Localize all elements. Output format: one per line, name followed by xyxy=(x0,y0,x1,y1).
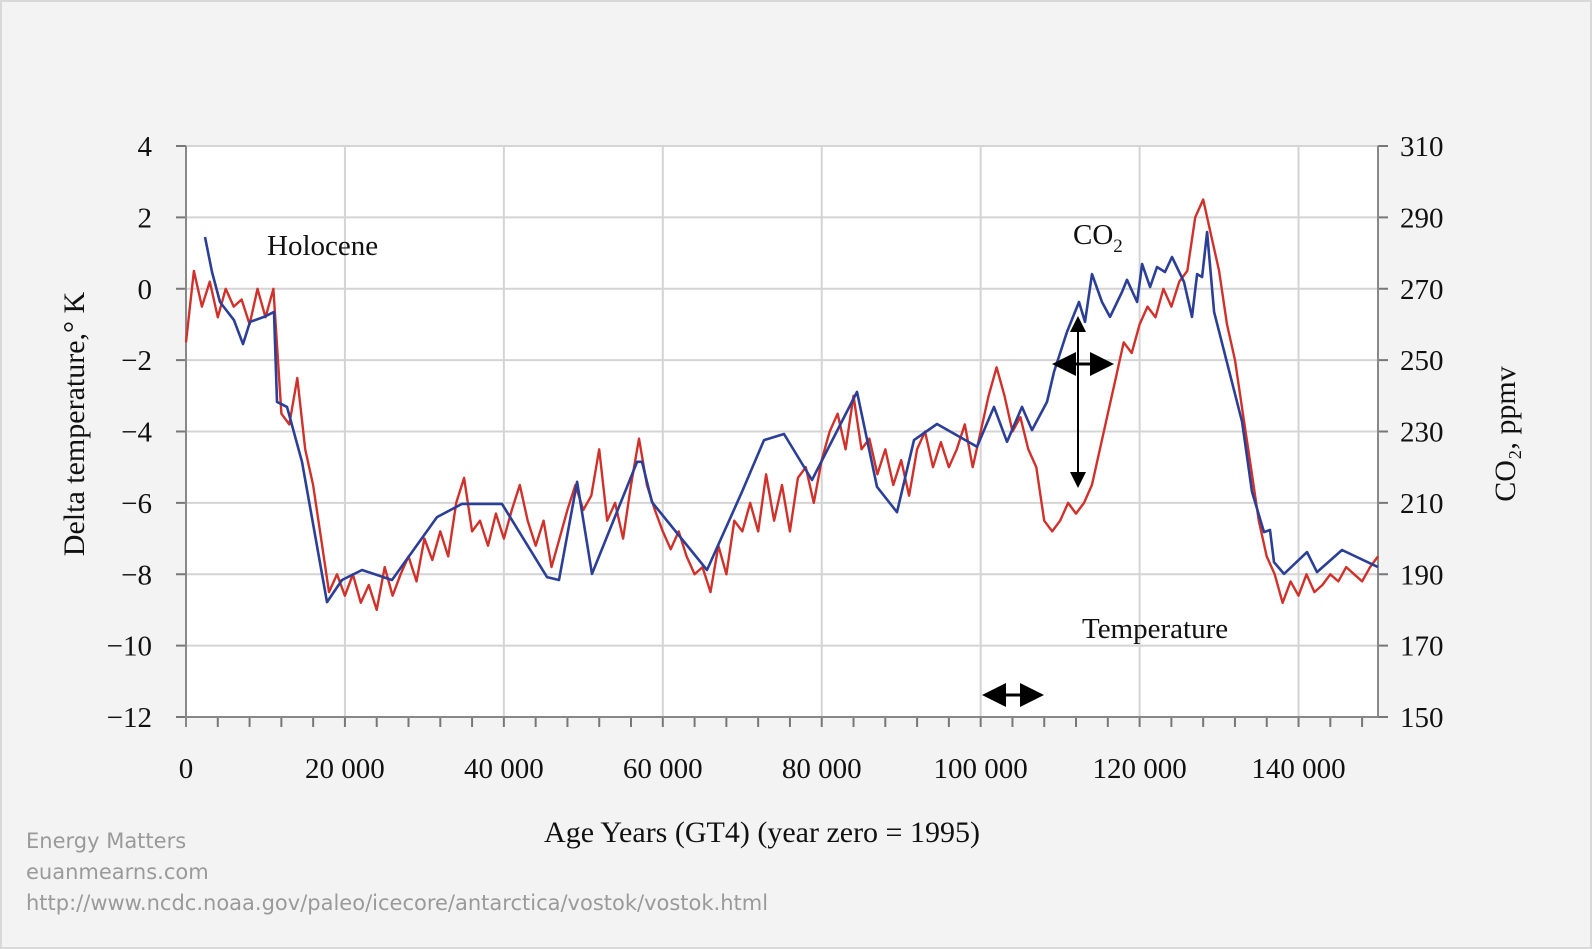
x-axis-label: Age Years (GT4) (year zero = 1995) xyxy=(544,816,980,849)
y-left-tick-label: −8 xyxy=(121,559,152,591)
x-tick-label: 40 000 xyxy=(464,753,544,785)
credit-source-url: http://www.ncdc.noaa.gov/paleo/icecore/a… xyxy=(26,891,769,915)
y-left-tick-label: −4 xyxy=(121,417,152,449)
y-right-tick-label: 290 xyxy=(1400,202,1444,234)
credits: Energy Matters euanmearns.com http://www… xyxy=(26,826,768,919)
series-group xyxy=(184,198,1379,612)
axes: 0 20 000 40 000 60 000 80 000 100 000 120 000 1… xyxy=(107,131,1444,785)
y-right-tick-label: 210 xyxy=(1400,488,1444,520)
annotation-arrows xyxy=(982,316,1114,707)
x-tick-label: 120 000 xyxy=(1092,753,1186,785)
temperature-label: Temperature xyxy=(1082,613,1228,645)
y-right-tick-label: 150 xyxy=(1400,702,1444,734)
x-tick-label: 100 000 xyxy=(934,753,1028,785)
y-left-tick-label: 0 xyxy=(138,274,153,306)
holocene-label: Holocene xyxy=(267,230,378,262)
y-right-tick-label: 250 xyxy=(1400,345,1444,377)
y-left-tick-label: −10 xyxy=(107,631,152,663)
co2-line xyxy=(203,230,1379,604)
x-tick-label: 60 000 xyxy=(623,753,703,785)
y-right-tick-label: 310 xyxy=(1400,131,1444,163)
x-tick-label: 20 000 xyxy=(305,753,385,785)
y-right-tick-label: 190 xyxy=(1400,559,1444,591)
x-tick-label: 140 000 xyxy=(1251,753,1345,785)
credit-site-name: Energy Matters xyxy=(26,829,187,853)
temperature-line xyxy=(184,198,1379,612)
x-tick-label: 0 xyxy=(179,753,194,785)
y-right-tick-label: 170 xyxy=(1400,631,1444,663)
y-axis-left-label: Delta temperature,° K xyxy=(58,291,91,556)
y-left-tick-label: 4 xyxy=(138,131,153,163)
grid xyxy=(186,145,1378,717)
y-left-tick-label: 2 xyxy=(138,202,153,234)
credit-site-url: euanmearns.com xyxy=(26,860,209,884)
y-left-tick-label: −2 xyxy=(121,345,152,377)
y-left-tick-label: −12 xyxy=(107,702,152,734)
y-axis-right-label: CO₂, ppmv xyxy=(1489,366,1522,501)
x-tick-label: 80 000 xyxy=(782,753,862,785)
y-right-tick-label: 230 xyxy=(1400,417,1444,449)
y-left-tick-label: −6 xyxy=(121,488,152,520)
co2-label: CO2 xyxy=(1073,219,1123,257)
y-right-tick-label: 270 xyxy=(1400,274,1444,306)
